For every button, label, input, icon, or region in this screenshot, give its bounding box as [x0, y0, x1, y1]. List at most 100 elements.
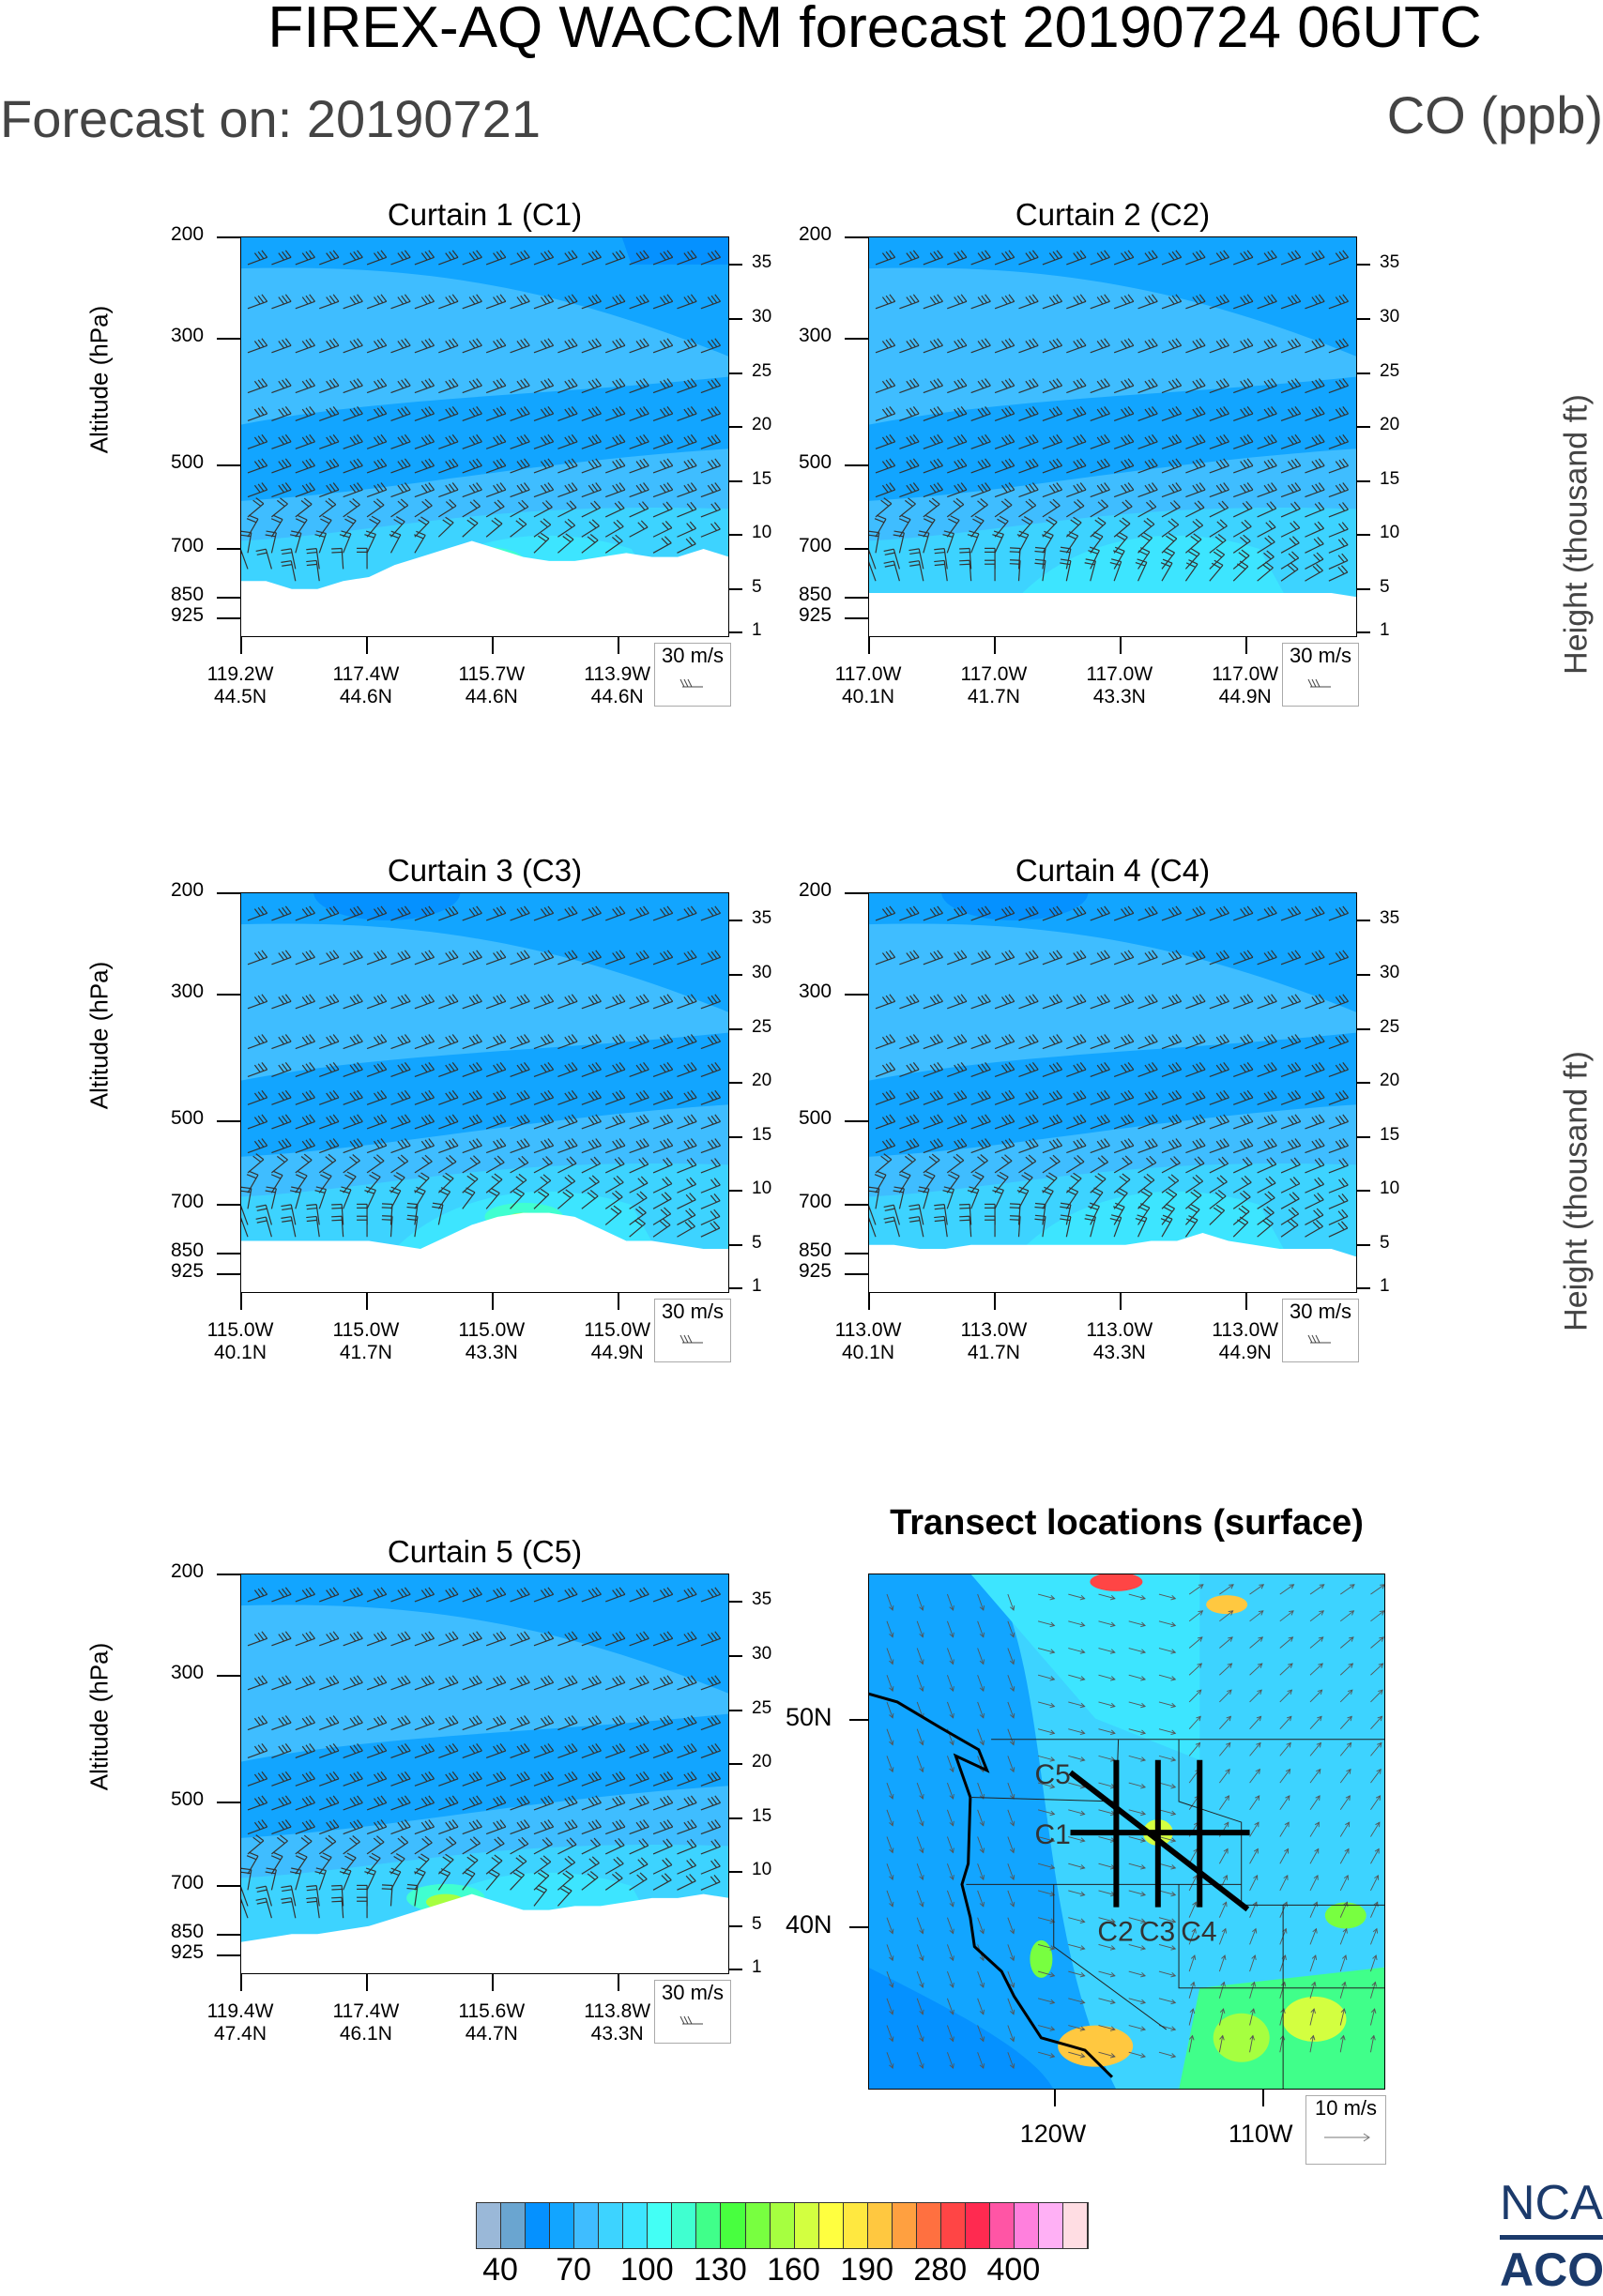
- wind-legend: 30 m/s: [1282, 643, 1359, 707]
- right-axis-label: Height (thousand ft): [1559, 347, 1595, 722]
- colorbar-swatch: [648, 2203, 672, 2248]
- colorbar-swatch: [721, 2203, 745, 2248]
- y-tick-label: 850: [799, 584, 832, 606]
- right-tick-label: 25: [752, 1698, 771, 1719]
- right-tick-label: 30: [752, 963, 771, 983]
- right-tick: [1357, 373, 1370, 374]
- right-tick-label: 10: [1380, 523, 1399, 543]
- lat-tick-label: 40N: [786, 1910, 832, 1939]
- y-tick: [217, 1934, 240, 1936]
- y-tick-label: 200: [799, 223, 832, 246]
- right-tick: [1357, 264, 1370, 266]
- x-tick: [492, 637, 494, 654]
- y-tick-label: 925: [171, 1941, 204, 1964]
- lat-tick: [849, 1719, 868, 1721]
- right-tick-label: 25: [752, 361, 771, 382]
- colorbar-swatch: [795, 2203, 819, 2248]
- right-tick: [1357, 1136, 1370, 1138]
- x-tick-lat: 40.1N: [184, 1342, 297, 1364]
- right-tick-label: 5: [1380, 1233, 1390, 1254]
- y-tick: [845, 236, 868, 238]
- y-tick: [217, 464, 240, 466]
- right-tick-label: 5: [752, 577, 762, 598]
- right-tick-label: 30: [1380, 963, 1399, 983]
- co-hotspot: [1214, 2014, 1270, 2062]
- wind-legend-label: 10 m/s: [1306, 2096, 1385, 2121]
- x-tick-lat: 41.7N: [310, 1342, 422, 1364]
- x-tick-lon: 113.0W: [812, 1319, 924, 1342]
- right-tick: [729, 1871, 742, 1873]
- y-tick: [217, 1253, 240, 1254]
- right-tick: [729, 373, 742, 374]
- x-tick: [240, 1293, 242, 1310]
- y-tick: [845, 1204, 868, 1206]
- x-tick-lat: 41.7N: [938, 1342, 1050, 1364]
- colorbar-swatch: [917, 2203, 941, 2248]
- wind-legend-barb: [656, 668, 729, 696]
- x-tick: [1245, 1293, 1247, 1310]
- y-tick: [217, 338, 240, 340]
- wind-legend: 30 m/s: [654, 1980, 731, 2044]
- x-tick-lon: 115.0W: [184, 1319, 297, 1342]
- right-tick-label: 20: [752, 1752, 771, 1772]
- y-tick: [217, 892, 240, 894]
- right-tick-label: 10: [752, 1178, 771, 1199]
- right-tick: [729, 426, 742, 428]
- wind-legend-barb: [656, 2005, 729, 2033]
- right-tick: [729, 1601, 742, 1603]
- right-tick: [729, 1655, 742, 1657]
- right-tick-label: 30: [1380, 307, 1399, 327]
- y-tick-label: 500: [171, 1107, 204, 1130]
- y-tick: [217, 1802, 240, 1803]
- curtain-svg: [868, 892, 1357, 1293]
- right-tick-label: 20: [1380, 415, 1399, 435]
- colorbar-swatch: [819, 2203, 844, 2248]
- right-tick-label: 5: [1380, 577, 1390, 598]
- y-tick: [217, 1273, 240, 1275]
- x-tick-lat: 46.1N: [310, 2023, 422, 2045]
- x-tick-lon: 117.4W: [310, 2000, 422, 2023]
- y-tick-label: 925: [799, 604, 832, 627]
- colorbar: [476, 2202, 1089, 2249]
- right-axis-label: Height (thousand ft): [1559, 1004, 1595, 1379]
- right-tick: [729, 1925, 742, 1927]
- right-tick-label: 15: [752, 1806, 771, 1827]
- y-tick-label: 500: [799, 451, 832, 474]
- lat-tick-label: 50N: [786, 1703, 832, 1732]
- x-tick-lon: 117.0W: [1063, 663, 1176, 686]
- right-tick: [729, 1244, 742, 1246]
- transect-label: C4: [1181, 1917, 1216, 1948]
- x-tick-lon: 115.0W: [310, 1319, 422, 1342]
- y-tick-label: 200: [171, 1560, 204, 1583]
- right-tick-label: 20: [752, 415, 771, 435]
- logo-line1: NCAR: [1500, 2177, 1603, 2229]
- y-tick-label: 850: [171, 1921, 204, 1943]
- right-tick: [729, 588, 742, 590]
- transect-label: C2: [1097, 1917, 1133, 1948]
- x-tick-lat: 43.3N: [1063, 686, 1176, 708]
- curtain-svg: [868, 236, 1357, 637]
- y-tick-label: 300: [171, 1662, 204, 1684]
- curtain-plot-c1: [240, 236, 729, 637]
- y-tick: [217, 1675, 240, 1677]
- colorbar-swatch: [477, 2203, 501, 2248]
- y-tick: [845, 464, 868, 466]
- colorbar-swatch: [1063, 2203, 1088, 2248]
- x-tick: [618, 1293, 619, 1310]
- curtain-plot-c4: [868, 892, 1357, 1293]
- right-tick: [1357, 480, 1370, 482]
- wind-legend: 30 m/s: [1282, 1299, 1359, 1362]
- y-tick: [217, 1120, 240, 1122]
- right-tick: [1357, 1190, 1370, 1192]
- wind-legend-barb: [656, 1324, 729, 1352]
- right-tick: [729, 1136, 742, 1138]
- map-title: Transect locations (surface): [799, 1503, 1456, 1543]
